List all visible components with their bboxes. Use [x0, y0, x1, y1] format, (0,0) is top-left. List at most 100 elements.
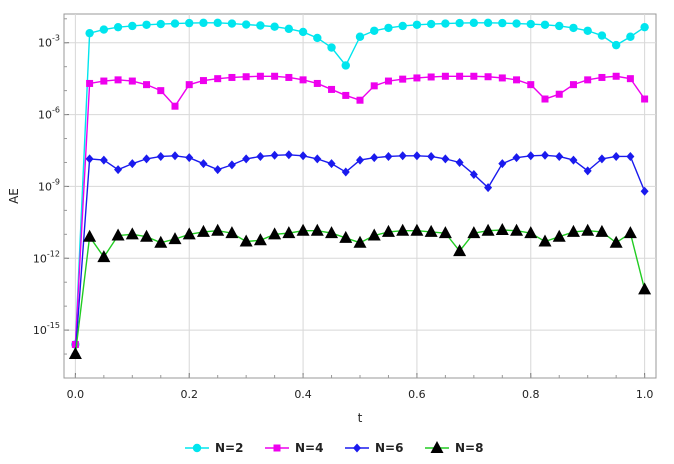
data-point: [85, 154, 94, 164]
data-point: [213, 165, 222, 175]
data-point: [355, 32, 365, 41]
data-point: [114, 76, 122, 84]
x-tick-label: 0.0: [67, 388, 85, 401]
data-point: [512, 19, 521, 28]
y-tick-base: 10: [33, 252, 47, 265]
data-point: [128, 77, 136, 85]
data-point: [296, 223, 310, 236]
data-point: [156, 151, 165, 161]
data-point: [456, 72, 464, 80]
data-point: [185, 81, 193, 89]
data-point: [467, 226, 481, 239]
data-point: [313, 33, 322, 43]
data-point: [569, 23, 578, 33]
data-point: [381, 224, 395, 237]
data-point: [426, 19, 436, 29]
data-point: [284, 150, 293, 160]
x-tick-label: 0.2: [180, 388, 198, 401]
data-point: [214, 75, 222, 83]
data-point: [412, 20, 422, 29]
data-point: [128, 21, 137, 31]
data-point: [157, 87, 165, 95]
data-point: [83, 229, 97, 242]
data-point: [242, 154, 251, 164]
y-tick-label: 10-12: [33, 249, 60, 265]
data-point: [227, 19, 237, 28]
data-point: [85, 28, 94, 38]
x-axis-label: t: [358, 411, 363, 425]
series-n-4: [71, 72, 649, 348]
data-point: [142, 20, 151, 29]
legend-item-n-8: N=8: [425, 441, 483, 455]
data-point: [609, 235, 623, 248]
data-point: [623, 226, 637, 239]
data-point: [99, 155, 108, 165]
data-point: [185, 18, 194, 28]
data-point: [470, 72, 478, 80]
y-tick-exponent: -9: [52, 177, 60, 186]
data-point: [185, 153, 194, 163]
data-point: [270, 150, 279, 160]
data-point: [583, 166, 592, 176]
y-tick-exponent: -6: [52, 106, 60, 115]
data-point: [526, 19, 535, 29]
y-axis-label: AE: [7, 188, 21, 204]
legend-label: N=4: [295, 441, 323, 455]
data-point: [242, 73, 250, 81]
data-point: [228, 73, 236, 81]
data-point: [538, 234, 552, 247]
data-point: [313, 154, 322, 164]
data-point: [555, 90, 563, 98]
legend-label: N=2: [215, 441, 243, 455]
data-point: [612, 72, 620, 80]
data-point: [339, 230, 353, 243]
data-point: [584, 76, 592, 84]
data-point: [410, 223, 424, 236]
data-point: [569, 155, 578, 165]
data-point: [282, 226, 296, 239]
data-point: [398, 21, 407, 31]
data-point: [455, 157, 464, 167]
data-point: [384, 77, 392, 85]
data-point: [239, 234, 253, 247]
data-point: [154, 235, 168, 248]
y-tick-label: 10-6: [38, 106, 60, 122]
data-point: [595, 224, 609, 237]
data-point: [299, 76, 307, 84]
data-point: [199, 159, 208, 169]
data-point: [213, 18, 222, 28]
data-point: [640, 186, 649, 196]
data-point: [113, 22, 123, 32]
data-point: [569, 81, 577, 89]
data-point: [327, 43, 336, 52]
x-tick-label: 0.8: [522, 388, 540, 401]
data-point: [399, 75, 407, 83]
data-point: [256, 151, 265, 161]
data-point: [597, 154, 606, 164]
data-point: [256, 21, 265, 30]
data-point: [597, 31, 607, 40]
data-point: [310, 223, 324, 236]
data-point: [498, 18, 507, 28]
x-tick-label: 0.4: [294, 388, 312, 401]
legend-item-n-4: N=4: [265, 441, 323, 455]
legend-marker: [192, 443, 202, 453]
data-point: [125, 227, 139, 240]
data-point: [513, 76, 521, 84]
legend-marker: [430, 441, 444, 453]
data-point: [140, 229, 154, 242]
y-tick-base: 10: [38, 109, 52, 122]
data-point: [412, 151, 421, 161]
data-point: [441, 154, 450, 164]
data-point: [483, 18, 493, 28]
legend-item-n-2: N=2: [185, 441, 243, 455]
data-point: [640, 22, 649, 32]
data-point: [555, 151, 564, 161]
data-point: [540, 20, 550, 29]
data-point: [638, 282, 652, 295]
data-point: [143, 81, 151, 89]
data-point: [196, 224, 210, 237]
y-tick-base: 10: [38, 37, 52, 50]
data-point: [168, 232, 182, 245]
data-point: [97, 250, 111, 263]
